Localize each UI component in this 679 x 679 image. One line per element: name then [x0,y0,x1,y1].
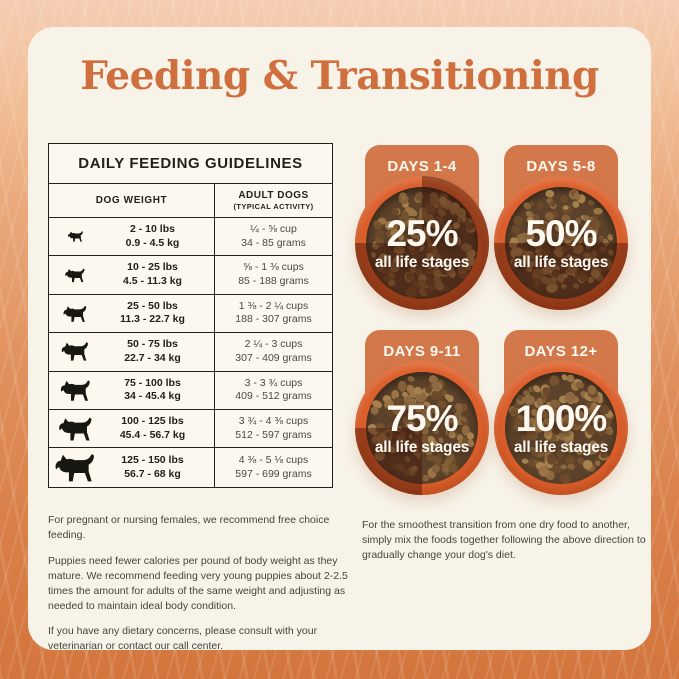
life-stages-label: all life stages [513,438,609,456]
typical-activity-label: (TYPICAL ACTIVITY) [233,202,314,211]
life-stages-label: all life stages [513,253,609,271]
table-row: 75 - 100 lbs 34 - 45.4 kg 3 - 3 ¾ cups 409… [49,371,332,410]
food-bowl: 25% all life stages [355,176,489,310]
dog-icon [49,451,101,484]
note-puppies: Puppies need fewer calories per pound of… [48,554,348,612]
table-row: 125 - 150 lbs 56.7 - 68 kg 4 ⅜ - 5 ⅛ cups… [49,448,332,487]
transition-stage-2: DAYS 5-8 50% all life stages [491,145,631,345]
transition-stage-1: DAYS 1-4 25% all life stages [352,145,492,345]
grams-range: 409 - 512 grams [235,390,312,403]
column-header-adult-dogs: ADULT DOGS (TYPICAL ACTIVITY) [214,184,332,217]
bowl-label: 50% all life stages [494,176,628,310]
bowl-label: 25% all life stages [355,176,489,310]
kibble-area [366,187,478,299]
dog-icon [49,340,101,363]
dog-icon [49,267,101,284]
weight-lbs: 25 - 50 lbs [127,299,178,312]
weight-lbs: 75 - 100 lbs [124,376,181,389]
dog-icon [49,415,101,443]
content-card: Feeding & Transitioning DAILY FEEDING GU… [28,27,654,652]
grams-range: 597 - 699 grams [235,467,312,480]
table-header-row: DOG WEIGHT ADULT DOGS (TYPICAL ACTIVITY) [49,184,332,218]
dog-icon [49,230,101,243]
food-bowl: 100% all life stages [494,361,628,495]
column-header-dog-weight: DOG WEIGHT [95,195,168,206]
weight-lbs: 125 - 150 lbs [121,453,184,466]
weight-kg: 22.7 - 34 kg [124,351,181,364]
days-label: DAYS 5-8 [526,158,596,175]
transition-note: For the smoothest transition from one dr… [362,518,654,563]
cups-range: 2 ¼ - 3 cups [244,338,303,351]
days-label: DAYS 1-4 [387,158,457,175]
weight-kg: 56.7 - 68 kg [124,467,181,480]
cups-range: 3 ¾ - 4 ⅜ cups [238,415,309,427]
weight-kg: 0.9 - 4.5 kg [125,236,180,249]
feeding-guidelines-table: DAILY FEEDING GUIDELINES DOG WEIGHT ADUL… [48,143,333,488]
grams-range: 188 - 307 grams [235,313,312,326]
percent-value: 100% [515,398,608,440]
kibble-area [366,372,478,484]
weight-lbs: 2 - 10 lbs [130,223,175,236]
table-row: 10 - 25 lbs 4.5 - 11.3 kg ⅝ - 1 ⅜ cups 85 … [49,256,332,295]
feeding-notes: For pregnant or nursing females, we reco… [48,513,348,654]
percent-value: 75% [386,398,458,440]
weight-kg: 11.3 - 22.7 kg [120,313,185,326]
transition-stage-4: DAYS 12+ 100% all life stages [491,330,631,530]
cups-range: 1 ⅜ - 2 ¼ cups [238,299,309,312]
cups-range: 4 ⅜ - 5 ⅛ cups [238,453,309,466]
grams-range: 307 - 409 grams [235,351,312,364]
life-stages-label: all life stages [374,438,470,456]
cups-range: 3 - 3 ¾ cups [244,376,303,389]
table-row: 100 - 125 lbs 45.4 - 56.7 kg 3 ¾ - 4 ⅜ cu… [49,409,332,449]
food-bowl: 75% all life stages [355,361,489,495]
cups-range: ¼ - ⅝ cup [250,223,297,236]
kibble-area [505,372,617,484]
food-bowl: 50% all life stages [494,176,628,310]
note-transition: For the smoothest transition from one dr… [362,519,646,561]
kibble-area [505,187,617,299]
cups-range: ⅝ - 1 ⅜ cups [243,261,304,274]
weight-lbs: 50 - 75 lbs [127,338,178,351]
weight-kg: 4.5 - 11.3 kg [123,275,182,288]
bowl-label: 100% all life stages [494,361,628,495]
weight-lbs: 10 - 25 lbs [127,261,178,274]
table-title: DAILY FEEDING GUIDELINES [49,144,332,184]
weight-lbs: 100 - 125 lbs [121,415,184,427]
note-dietary-concerns: If you have any dietary concerns, please… [48,625,318,653]
adult-dogs-label: ADULT DOGS [238,190,309,201]
days-label: DAYS 9-11 [383,343,461,360]
bowl-label: 75% all life stages [355,361,489,495]
life-stages-label: all life stages [374,253,470,271]
grams-range: 85 - 188 grams [238,275,309,288]
note-pregnant-nursing: For pregnant or nursing females, we reco… [48,514,330,541]
dog-icon [49,304,101,324]
table-row: 2 - 10 lbs 0.9 - 4.5 kg ¼ - ⅝ cup 34 - 85 … [49,218,332,257]
table-row: 50 - 75 lbs 22.7 - 34 kg 2 ¼ - 3 cups 307 … [49,333,332,372]
weight-kg: 34 - 45.4 kg [124,390,181,403]
weight-kg: 45.4 - 56.7 kg [119,428,186,441]
percent-value: 50% [525,213,597,255]
grams-range: 34 - 85 grams [241,236,306,249]
table-row: 25 - 50 lbs 11.3 - 22.7 kg 1 ⅜ - 2 ¼ cups… [49,294,332,334]
transition-stage-3: DAYS 9-11 75% all life stages [352,330,492,530]
percent-value: 25% [386,213,458,255]
days-label: DAYS 12+ [524,343,598,360]
page-title: Feeding & Transitioning [80,53,599,99]
dog-icon [49,378,101,403]
grams-range: 512 - 597 grams [235,428,312,441]
